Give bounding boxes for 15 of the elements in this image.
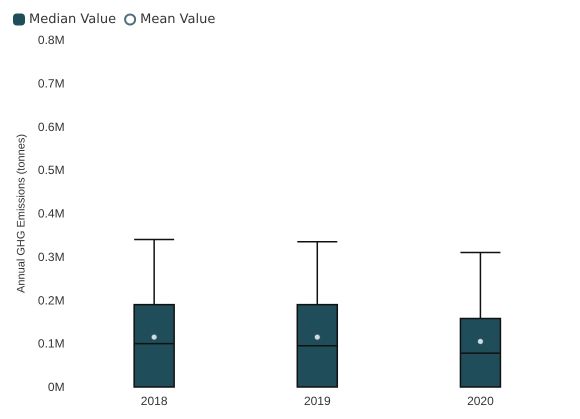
y-tick-label: 0.4M: [38, 206, 65, 220]
y-tick-label: 0.7M: [38, 76, 65, 90]
y-tick-label: 0.8M: [38, 33, 65, 47]
y-tick-label: 0.5M: [38, 163, 65, 178]
legend-label: Mean Value: [140, 12, 216, 27]
legend-label: Median Value: [29, 12, 116, 27]
y-axis-title: Annual GHG Emissions (tonnes): [16, 134, 28, 293]
x-tick-label: 2019: [304, 394, 331, 408]
x-tick-label: 2018: [140, 394, 168, 408]
x-tick-label: 2020: [467, 394, 494, 408]
y-tick-label: 0.2M: [38, 293, 65, 308]
y-tick-label: 0.3M: [38, 250, 65, 264]
y-tick-label: 0.6M: [38, 120, 65, 134]
y-tick-label: 0M: [48, 380, 65, 394]
y-tick-label: 0.1M: [38, 336, 65, 351]
